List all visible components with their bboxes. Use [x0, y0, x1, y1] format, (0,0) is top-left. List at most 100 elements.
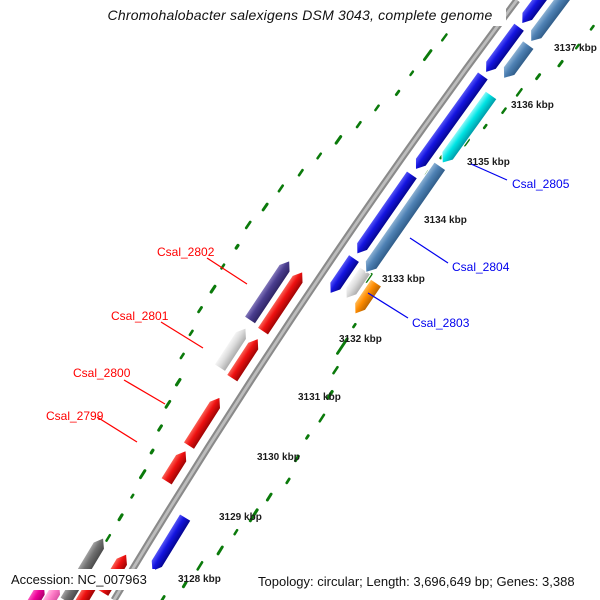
gc-dot	[248, 508, 259, 523]
gc-dot	[336, 337, 349, 355]
gc-dot	[365, 272, 373, 283]
gc-dot	[535, 73, 542, 81]
gene-arrow-blue	[356, 169, 419, 255]
gene-arrow-blue	[485, 22, 526, 74]
tick-labels-layer: 3137 kbp 3136 kbp 3135 kbp 3134 kbp 3133 kbp…	[178, 43, 597, 585]
gc-dot	[422, 49, 433, 62]
gene-arrow-shape	[329, 253, 361, 295]
gc-dot	[589, 24, 595, 31]
gc-dot	[305, 434, 310, 440]
gc-dot	[117, 513, 124, 522]
gene-arrow-shape	[243, 259, 291, 325]
kbp-label-3129: 3129 kbp	[219, 512, 262, 523]
gene-label-Csal_2803: Csal_2803	[412, 316, 470, 330]
gc-dot	[234, 243, 240, 250]
gene-arrow-blue	[414, 70, 490, 171]
leader-line-Csal_2803	[367, 292, 409, 319]
gene-arrow-shape	[521, 0, 562, 25]
gc-dot	[216, 545, 224, 556]
kbp-label-3134: 3134 kbp	[424, 215, 467, 226]
leader-line-Csal_2802	[206, 257, 248, 285]
gc-dot	[233, 528, 239, 536]
gc-dot	[515, 87, 523, 97]
gc-dot	[188, 329, 194, 337]
leader-line-Csal_2799	[96, 416, 138, 443]
gene-Csal_2804	[364, 161, 447, 274]
gene-label-Csal_2801: Csal_2801	[111, 309, 169, 323]
gc-dot	[130, 493, 135, 499]
gene-label-Csal_2805: Csal_2805	[512, 177, 570, 191]
gene-arrow-shape	[502, 39, 535, 80]
leader-line-Csal_2801	[160, 321, 204, 349]
gc-dot	[196, 561, 204, 571]
gene-arrow-shape	[225, 337, 260, 383]
gene-arrow-shape	[485, 22, 526, 74]
gene-arrow-blue	[521, 0, 562, 25]
gene-label-Csal_2800: Csal_2800	[73, 366, 131, 380]
gene-label-Csal_2804: Csal_2804	[452, 260, 510, 274]
gene-arrow-shape	[529, 0, 595, 43]
gene-Csal_2802	[243, 259, 291, 325]
kbp-label-3131: 3131 kbp	[298, 392, 341, 403]
leader-line-Csal_2800	[123, 379, 166, 405]
kbp-label-3136: 3136 kbp	[511, 100, 554, 111]
gene-arrow-red	[256, 270, 304, 336]
gc-dot	[332, 365, 339, 375]
gene-arrow-shape	[182, 396, 222, 451]
gc-dot	[105, 533, 112, 542]
gc-dot	[139, 469, 147, 480]
gene-arrow-steelblue	[502, 39, 535, 80]
gene-label-Csal_2802: Csal_2802	[157, 245, 215, 259]
gene-arrow-shape	[160, 449, 188, 486]
gene-labels-layer: Csal_2805 Csal_2804 Csal_2803 Csal_2802 Csal…	[46, 163, 570, 443]
gc-dot	[326, 389, 334, 400]
gc-dot	[174, 378, 182, 387]
gc-dot	[557, 60, 564, 68]
gc-dot	[394, 89, 401, 97]
genome-backbone-highlight	[112, 0, 519, 600]
gene-Csal_2805	[441, 90, 498, 164]
gc-dot	[334, 135, 343, 145]
gc-dot	[265, 492, 273, 502]
kbp-label-3130: 3130 kbp	[257, 452, 300, 463]
gene-arrow-steelblue	[529, 0, 595, 43]
gc-dots-layer	[53, 15, 595, 600]
kbp-label-3137: 3137 kbp	[554, 43, 597, 54]
gc-dot	[277, 184, 285, 193]
gc-dot	[164, 399, 172, 409]
gc-dot	[149, 448, 155, 455]
gc-dot	[482, 123, 488, 130]
gene-arrow-shape	[354, 278, 383, 315]
gene-arrow-shape	[213, 327, 248, 373]
gene-Csal_2800	[182, 396, 222, 451]
gc-dot	[409, 70, 415, 77]
backbone-ref	[114, 0, 517, 600]
topology-label: Topology: circular; Length: 3,696,649 bp…	[252, 572, 581, 591]
accession-label: Accession: NC_007963	[3, 569, 155, 590]
gc-dot	[244, 220, 252, 230]
gc-dot	[157, 424, 163, 432]
kbp-label-3128: 3128 kbp	[178, 574, 221, 585]
gc-dot	[261, 202, 269, 212]
gc-dot	[352, 322, 357, 329]
gene-arrow-blue	[150, 512, 192, 573]
gc-dot	[501, 107, 507, 115]
gene-arrow-blue	[329, 253, 361, 295]
gene-Csal_2801	[213, 327, 248, 373]
kbp-label-3132: 3132 kbp	[339, 334, 382, 345]
gene-Csal_2803	[354, 278, 383, 315]
gc-dot	[197, 306, 203, 314]
gc-dot	[293, 454, 300, 463]
gc-dot	[440, 33, 448, 42]
gene-label-Csal_2799: Csal_2799	[46, 409, 104, 423]
gene-Csal_2799	[160, 449, 188, 486]
gc-dot	[355, 120, 362, 129]
gc-dot	[160, 595, 166, 600]
gc-dot	[181, 580, 188, 589]
gc-dot	[316, 152, 323, 160]
leader-line-Csal_2804	[409, 237, 449, 264]
gene-arrow-shape	[150, 512, 192, 573]
genome-backbone	[110, 0, 520, 600]
map-title-wrap: Chromohalobacter salexigens DSM 3043, co…	[0, 4, 600, 26]
